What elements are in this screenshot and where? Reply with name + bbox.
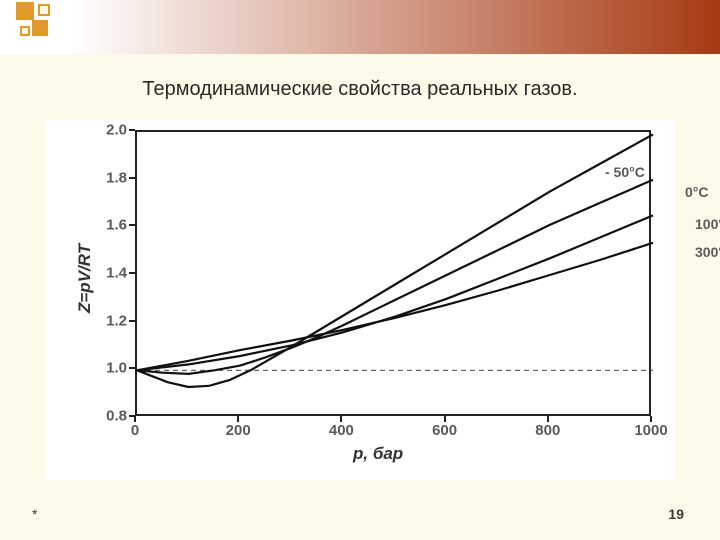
logo-square xyxy=(32,20,48,36)
x-tick-label: 1000 xyxy=(634,422,667,439)
x-tick-label: 600 xyxy=(432,422,457,439)
series-curve xyxy=(137,243,653,370)
logo-square xyxy=(20,26,30,36)
x-tick-label: 400 xyxy=(329,422,354,439)
y-tick-label: 2.0 xyxy=(87,122,127,139)
series-label: 100°C xyxy=(695,216,720,232)
x-tick-mark xyxy=(547,416,549,422)
y-tick-label: 1.8 xyxy=(87,169,127,186)
series-label: 300°C xyxy=(695,244,720,260)
x-axis-label: p, бар xyxy=(353,444,403,464)
y-tick-label: 0.8 xyxy=(87,408,127,425)
logo-square xyxy=(16,2,34,20)
y-tick-label: 1.0 xyxy=(87,360,127,377)
series-curve xyxy=(137,134,653,387)
y-tick-mark xyxy=(129,272,135,274)
plot-area xyxy=(135,130,651,416)
slide: Термодинамические свойства реальных газо… xyxy=(0,0,720,540)
y-tick-mark xyxy=(129,129,135,131)
x-tick-label: 200 xyxy=(226,422,251,439)
y-tick-label: 1.2 xyxy=(87,312,127,329)
logo-square xyxy=(38,4,50,16)
y-axis-label: Z=pV/RT xyxy=(75,244,95,313)
x-tick-mark xyxy=(237,416,239,422)
y-tick-label: 1.6 xyxy=(87,217,127,234)
y-tick-mark xyxy=(129,224,135,226)
series-curve xyxy=(137,180,653,374)
footer-left: * xyxy=(32,506,37,522)
x-tick-mark xyxy=(340,416,342,422)
chart-container: 0.81.01.21.41.61.82.002004006008001000Z=… xyxy=(45,120,675,480)
series-label: 0°C xyxy=(685,184,709,200)
x-tick-mark xyxy=(134,416,136,422)
y-tick-mark xyxy=(129,320,135,322)
x-tick-mark xyxy=(444,416,446,422)
footer-page-number: 19 xyxy=(668,506,684,522)
series-label: - 50°C xyxy=(605,164,645,180)
slide-title: Термодинамические свойства реальных газо… xyxy=(0,78,720,101)
y-tick-mark xyxy=(129,367,135,369)
x-tick-label: 0 xyxy=(131,422,139,439)
chart-curves xyxy=(137,132,649,414)
y-tick-mark xyxy=(129,177,135,179)
x-tick-label: 800 xyxy=(535,422,560,439)
x-tick-mark xyxy=(650,416,652,422)
top-accent-bar xyxy=(0,0,720,54)
series-curve xyxy=(137,215,653,370)
